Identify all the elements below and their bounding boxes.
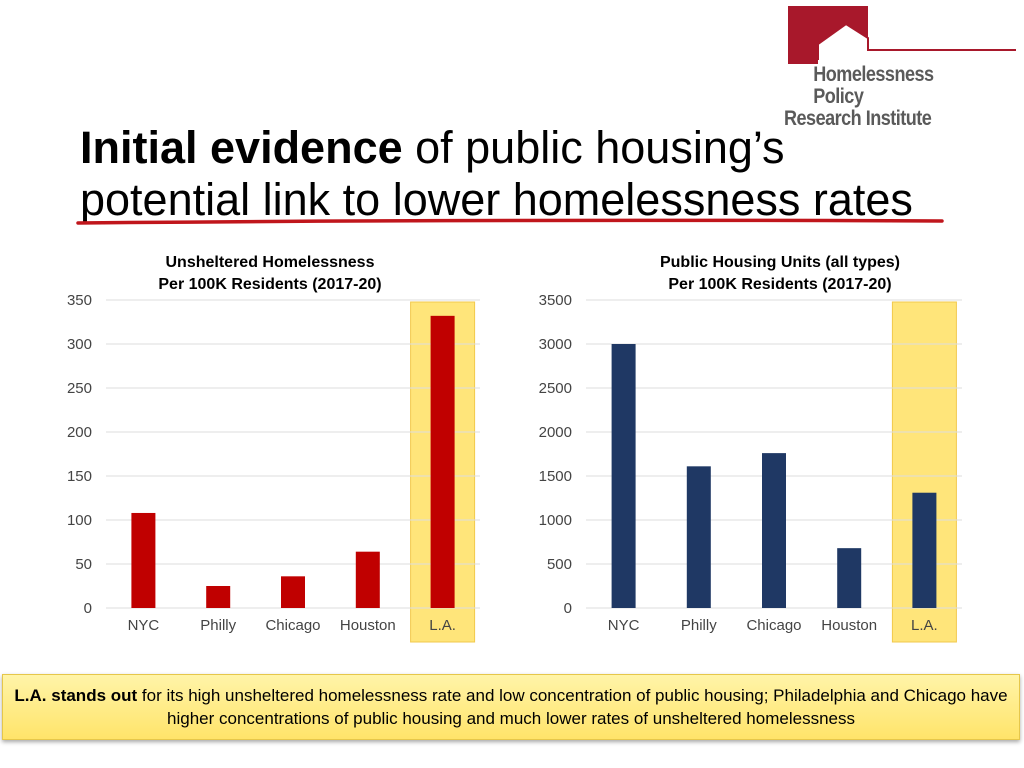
chart-subtitle: Per 100K Residents (2017-20) <box>668 276 891 293</box>
logo-text: Homelessness Policy Research Institute <box>784 64 987 130</box>
logo-line-2: Research Institute <box>784 107 932 130</box>
y-tick-label: 2000 <box>539 424 572 441</box>
y-tick-label: 1500 <box>539 468 572 485</box>
bar-houston <box>355 551 380 608</box>
homelessness-chart: Unsheltered Homelessness Per 100K Residen… <box>67 254 480 643</box>
callout-bold: L.A. stands out <box>14 686 138 705</box>
y-tick-label: 0 <box>84 600 92 617</box>
public-housing-chart: Public Housing Units (all types) Per 100K… <box>539 254 962 643</box>
x-tick-label: Houston <box>340 617 396 634</box>
y-tick-label: 3500 <box>539 292 572 309</box>
y-tick-label: 0 <box>564 600 572 617</box>
house-logo-icon <box>788 6 1016 64</box>
x-tick-label: Houston <box>821 617 877 634</box>
callout-text: for its high unsheltered homelessness ra… <box>137 686 1008 728</box>
y-tick-label: 250 <box>67 380 92 397</box>
y-tick-label: 100 <box>67 512 92 529</box>
title-bold: Initial evidence <box>80 122 403 173</box>
title-rest: of public housing’s <box>402 122 785 173</box>
y-tick-label: 3000 <box>539 336 572 353</box>
y-tick-label: 50 <box>75 556 92 573</box>
x-tick-label: L.A. <box>911 617 938 634</box>
bar-chicago <box>281 576 305 608</box>
y-tick-label: 300 <box>67 336 92 353</box>
logo-line-1: Homelessness Policy <box>813 63 934 108</box>
y-tick-label: 350 <box>67 292 92 309</box>
bar-la <box>912 492 937 608</box>
chart-title: Unsheltered Homelessness <box>166 254 375 271</box>
title-underline <box>76 218 944 225</box>
y-tick-label: 200 <box>67 424 92 441</box>
page-title-line-2: potential link to lower homelessness rat… <box>80 174 913 225</box>
x-tick-label: Chicago <box>265 617 320 634</box>
x-tick-label: NYC <box>128 617 160 634</box>
y-tick-label: 1000 <box>539 512 572 529</box>
chart-subtitle: Per 100K Residents (2017-20) <box>158 276 381 293</box>
bar-nyc <box>131 512 156 608</box>
x-tick-label: Chicago <box>746 617 801 634</box>
bar-philly <box>686 466 711 608</box>
y-tick-label: 2500 <box>539 380 572 397</box>
bar-nyc <box>611 344 636 608</box>
x-tick-label: Philly <box>200 617 236 634</box>
chart-title: Public Housing Units (all types) <box>660 254 900 271</box>
bar-la <box>430 315 455 608</box>
callout-box: L.A. stands out for its high unsheltered… <box>2 674 1020 740</box>
y-tick-label: 150 <box>67 468 92 485</box>
y-tick-label: 500 <box>547 556 572 573</box>
x-tick-label: L.A. <box>429 617 456 634</box>
bar-chicago <box>762 453 786 608</box>
x-tick-label: NYC <box>608 617 640 634</box>
bar-houston <box>837 548 862 608</box>
x-tick-label: Philly <box>681 617 717 634</box>
page-title: Initial evidence of public housing’s <box>80 122 785 174</box>
bar-philly <box>206 586 231 608</box>
logo: Homelessness Policy Research Institute <box>784 4 1020 130</box>
